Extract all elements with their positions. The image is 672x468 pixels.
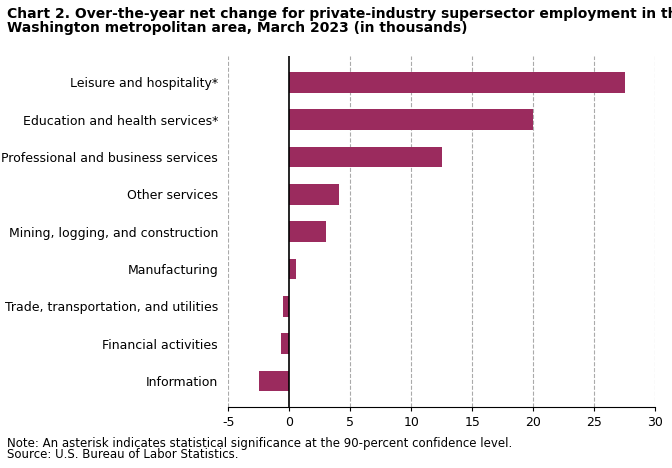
- Text: Source: U.S. Bureau of Labor Statistics.: Source: U.S. Bureau of Labor Statistics.: [7, 448, 238, 461]
- Text: Chart 2. Over-the-year net change for private-industry supersector employment in: Chart 2. Over-the-year net change for pr…: [7, 7, 672, 21]
- Bar: [290, 147, 442, 167]
- Bar: [290, 184, 339, 205]
- Bar: [290, 221, 326, 242]
- Text: Washington metropolitan area, March 2023 (in thousands): Washington metropolitan area, March 2023…: [7, 21, 467, 35]
- Bar: [281, 333, 290, 354]
- Bar: [259, 371, 290, 391]
- Bar: [290, 110, 534, 130]
- Bar: [290, 259, 296, 279]
- Bar: [290, 72, 625, 93]
- Text: Note: An asterisk indicates statistical significance at the 90-percent confidenc: Note: An asterisk indicates statistical …: [7, 437, 512, 450]
- Bar: [284, 296, 290, 316]
